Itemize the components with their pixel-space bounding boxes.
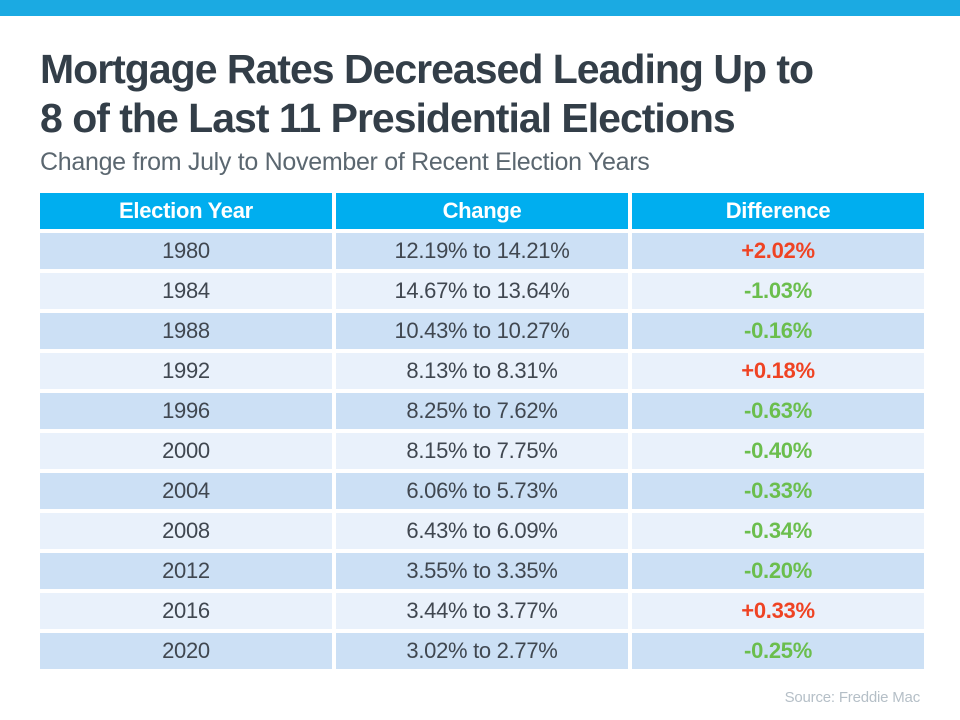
- difference-cell: +0.33%: [632, 593, 924, 630]
- election-year-cell: 1984: [40, 273, 332, 310]
- election-year-cell: 1980: [40, 233, 332, 270]
- change-cell: 14.67% to 13.64%: [336, 273, 628, 310]
- difference-cell: -0.34%: [632, 513, 924, 550]
- column-header-election-year: Election Year: [40, 193, 332, 230]
- difference-cell: -0.40%: [632, 433, 924, 470]
- election-year-cell: 1992: [40, 353, 332, 390]
- change-cell: 8.15% to 7.75%: [336, 433, 628, 470]
- column-header-difference: Difference: [632, 193, 924, 230]
- difference-cell: -1.03%: [632, 273, 924, 310]
- difference-cell: -0.33%: [632, 473, 924, 510]
- table-row: 1984 14.67% to 13.64% -1.03%: [40, 273, 924, 310]
- change-cell: 3.55% to 3.35%: [336, 553, 628, 590]
- table-row: 1980 12.19% to 14.21% +2.02%: [40, 233, 924, 270]
- difference-cell: -0.16%: [632, 313, 924, 350]
- difference-cell: +0.18%: [632, 353, 924, 390]
- page-title-line1: Mortgage Rates Decreased Leading Up to: [40, 46, 814, 92]
- election-year-cell: 1988: [40, 313, 332, 350]
- difference-cell: -0.25%: [632, 633, 924, 670]
- table-row: 1996 8.25% to 7.62% -0.63%: [40, 393, 924, 430]
- election-year-cell: 2004: [40, 473, 332, 510]
- change-cell: 12.19% to 14.21%: [336, 233, 628, 270]
- difference-cell: -0.20%: [632, 553, 924, 590]
- column-header-change: Change: [336, 193, 628, 230]
- table-header-row: Election Year Change Difference: [40, 193, 924, 230]
- election-year-cell: 2020: [40, 633, 332, 670]
- change-cell: 8.13% to 8.31%: [336, 353, 628, 390]
- table-row: 1988 10.43% to 10.27% -0.16%: [40, 313, 924, 350]
- top-accent-bar: [0, 0, 960, 16]
- change-cell: 6.06% to 5.73%: [336, 473, 628, 510]
- page-title-line2: 8 of the Last 11 Presidential Elections: [40, 95, 736, 142]
- change-cell: 3.44% to 3.77%: [336, 593, 628, 630]
- change-cell: 10.43% to 10.27%: [336, 313, 628, 350]
- table-body: 1980 12.19% to 14.21% +2.02% 1984 14.67% to …: [40, 233, 924, 670]
- difference-cell: +2.02%: [632, 233, 924, 270]
- change-cell: 3.02% to 2.77%: [336, 633, 628, 670]
- change-cell: 8.25% to 7.62%: [336, 393, 628, 430]
- mortgage-rates-table: Election Year Change Difference 1980 12.1…: [36, 189, 928, 673]
- table-row: 1992 8.13% to 8.31% +0.18%: [40, 353, 924, 390]
- source-credit: Source: Freddie Mac: [784, 689, 921, 706]
- table-row: 2020 3.02% to 2.77% -0.25%: [40, 633, 924, 670]
- difference-cell: -0.63%: [632, 393, 924, 430]
- election-year-cell: 2000: [40, 433, 332, 470]
- election-year-cell: 1996: [40, 393, 332, 430]
- election-year-cell: 2012: [40, 553, 332, 590]
- election-year-cell: 2016: [40, 593, 332, 630]
- table-row: 2000 8.15% to 7.75% -0.40%: [40, 433, 924, 470]
- table-row: 2008 6.43% to 6.09% -0.34%: [40, 513, 924, 550]
- slide-content: Mortgage Rates Decreased Leading Up to 8 …: [0, 45, 960, 673]
- page-title: Mortgage Rates Decreased Leading Up to 8 …: [40, 45, 920, 143]
- page-subtitle: Change from July to November of Recent E…: [40, 148, 650, 177]
- table-row: 2012 3.55% to 3.35% -0.20%: [40, 553, 924, 590]
- table-row: 2016 3.44% to 3.77% +0.33%: [40, 593, 924, 630]
- election-year-cell: 2008: [40, 513, 332, 550]
- change-cell: 6.43% to 6.09%: [336, 513, 628, 550]
- table-row: 2004 6.06% to 5.73% -0.33%: [40, 473, 924, 510]
